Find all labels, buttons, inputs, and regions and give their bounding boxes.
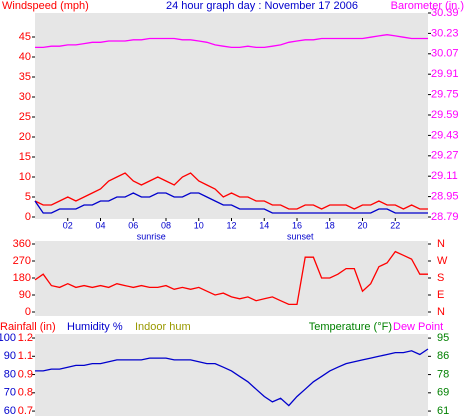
humidity-plot-area bbox=[35, 334, 428, 416]
y-tick-label: 20 bbox=[19, 131, 31, 143]
annotation: sunset bbox=[287, 231, 314, 241]
y-tick-label: N bbox=[437, 238, 445, 250]
y-tick-label: 28.79 bbox=[431, 211, 459, 223]
y-tick-label: 100 bbox=[0, 332, 16, 344]
y-tick-label: 0.9 bbox=[18, 368, 33, 380]
y-tick-label: 28.95 bbox=[431, 191, 459, 203]
annotation: sunrise bbox=[137, 231, 166, 241]
y-tick-label: 78 bbox=[437, 368, 449, 380]
x-tick-label: 16 bbox=[292, 220, 302, 230]
y-tick-label: 45 bbox=[19, 31, 31, 43]
windspeed-label: Windspeed (mph) bbox=[2, 0, 89, 12]
x-tick-label: 12 bbox=[226, 220, 236, 230]
y-tick-label: 29.11 bbox=[431, 170, 458, 182]
y-tick-label: 0.7 bbox=[18, 405, 33, 416]
x-tick-label: 22 bbox=[390, 220, 400, 230]
y-tick-label: W bbox=[437, 255, 448, 267]
indoor-hum-label: Indoor hum bbox=[135, 321, 191, 333]
series-line bbox=[34, 172, 428, 210]
x-tick-label: 04 bbox=[95, 220, 105, 230]
rainfall-label: Rainfall (in) bbox=[0, 321, 56, 333]
y-tick-label: S bbox=[437, 272, 444, 284]
y-tick-label: 360 bbox=[13, 238, 31, 250]
y-tick-label: 29.43 bbox=[431, 129, 459, 141]
y-tick-label: 29.59 bbox=[431, 109, 459, 121]
y-tick-label: 25 bbox=[19, 111, 31, 123]
y-tick-label: 40 bbox=[19, 51, 31, 63]
dew-point-label: Dew Point bbox=[393, 321, 443, 333]
y-tick-label: 30 bbox=[19, 91, 31, 103]
y-tick-label: 0.8 bbox=[18, 387, 33, 399]
y-tick-label: 30.07 bbox=[431, 48, 459, 60]
y-tick-label: 70 bbox=[4, 387, 16, 399]
y-tick-label: 69 bbox=[437, 387, 449, 399]
series-line bbox=[34, 192, 428, 214]
y-tick-label: 80 bbox=[4, 368, 16, 380]
series-line bbox=[35, 348, 429, 407]
series-line bbox=[34, 250, 428, 306]
humidity-label: Humidity % bbox=[67, 321, 123, 333]
x-tick-label: 08 bbox=[161, 220, 171, 230]
y-tick-label: 0 bbox=[25, 211, 31, 223]
y-tick-label: 180 bbox=[13, 272, 31, 284]
y-tick-label: 30.39 bbox=[431, 7, 459, 19]
x-tick-label: 18 bbox=[325, 220, 335, 230]
x-tick-label: 20 bbox=[357, 220, 367, 230]
y-tick-label: 29.27 bbox=[431, 150, 459, 162]
y-tick-label: 29.75 bbox=[431, 89, 459, 101]
y-tick-label: 0 bbox=[25, 306, 31, 318]
barometer-label: Barometer (in.) bbox=[391, 0, 464, 12]
x-tick-label: 06 bbox=[128, 220, 138, 230]
y-tick-label: 1.2 bbox=[18, 332, 33, 344]
temperature-label: Temperature (°F) bbox=[309, 321, 392, 333]
direction-plot-area bbox=[35, 241, 428, 316]
series-line bbox=[35, 34, 428, 49]
y-tick-label: 270 bbox=[13, 255, 31, 267]
y-tick-label: N bbox=[437, 306, 445, 318]
y-tick-label: E bbox=[437, 289, 444, 301]
y-tick-label: 10 bbox=[19, 171, 31, 183]
y-tick-label: 35 bbox=[19, 71, 31, 83]
chart-title: 24 hour graph day : November 17 2006 bbox=[166, 0, 358, 12]
y-tick-label: 86 bbox=[437, 350, 449, 362]
y-tick-label: 60 bbox=[4, 405, 16, 416]
y-tick-label: 5 bbox=[25, 191, 31, 203]
y-tick-label: 95 bbox=[437, 332, 449, 344]
y-tick-label: 30.23 bbox=[431, 27, 459, 39]
wind-plot-area bbox=[35, 13, 428, 219]
y-tick-label: 61 bbox=[437, 405, 449, 416]
y-tick-label: 15 bbox=[19, 151, 31, 163]
y-tick-label: 1.1 bbox=[18, 350, 33, 362]
x-tick-label: 10 bbox=[194, 220, 204, 230]
y-tick-label: 29.91 bbox=[431, 68, 459, 80]
x-tick-label: 14 bbox=[259, 220, 269, 230]
y-tick-label: 90 bbox=[19, 289, 31, 301]
x-tick-label: 02 bbox=[63, 220, 73, 230]
y-tick-label: 90 bbox=[4, 350, 16, 362]
